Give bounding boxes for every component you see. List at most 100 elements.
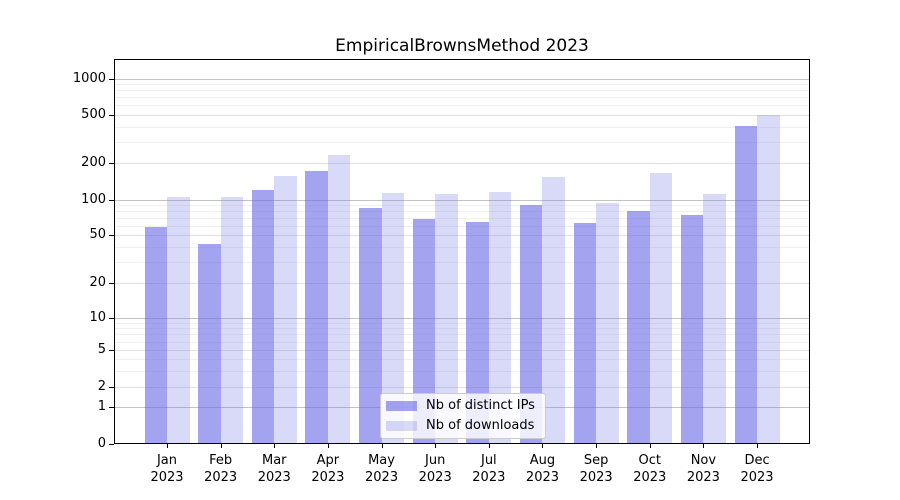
bar-downloads-sep: [596, 202, 619, 443]
bar-distinct-ips-apr: [305, 170, 328, 443]
y-tick-mark: [109, 443, 114, 445]
bar-downloads-jan: [167, 196, 190, 443]
bar-distinct-ips-sep: [573, 222, 597, 443]
y-tick-label: 2: [97, 379, 106, 394]
minor-gridline: [115, 218, 809, 219]
bar-downloads-mar: [274, 176, 297, 443]
y-tick-label: 5: [97, 342, 106, 357]
x-tick-label-line: 2023: [311, 470, 345, 485]
y-tick-mark: [109, 387, 114, 388]
legend-swatch-distinct-ips: [386, 400, 417, 411]
minor-gridline: [115, 322, 809, 324]
minor-gridline: [115, 84, 809, 86]
bar-distinct-ips-mar: [251, 189, 275, 443]
bar-distinct-ips-dec: [734, 126, 758, 443]
x-tick-label-line: 2023: [579, 470, 613, 485]
x-tick-label-line: Mar: [262, 453, 287, 468]
x-tick-label-line: Nov: [690, 453, 717, 468]
x-tick-label-line: Oct: [638, 453, 661, 468]
plot-area: [114, 59, 810, 444]
major-gridline: [115, 387, 809, 388]
bar-distinct-ips-aug: [519, 204, 543, 443]
bar-distinct-ips-feb: [198, 243, 221, 443]
minor-gridline: [115, 105, 809, 107]
x-tick-label: Jul 2023: [449, 452, 529, 486]
major-gridline: [115, 115, 809, 116]
x-tick-mark: [435, 444, 437, 448]
bar-distinct-ips-jun: [412, 218, 436, 443]
bar-downloads-feb: [220, 197, 244, 443]
x-tick-label-line: 2023: [365, 470, 399, 485]
x-tick-label-line: Jul: [480, 453, 497, 468]
x-tick-mark: [220, 444, 222, 448]
x-tick-mark: [381, 444, 383, 448]
legend-label-distinct-ips: Nb of distinct IPs: [426, 398, 535, 413]
y-tick-label: 200: [81, 155, 106, 170]
y-tick-label: 100: [81, 192, 106, 207]
y-tick-label: 20: [89, 275, 106, 290]
x-tick-label: May 2023: [342, 452, 422, 486]
x-tick-label-line: 2023: [740, 470, 774, 485]
minor-gridline: [115, 90, 809, 92]
minor-gridline: [115, 328, 809, 330]
minor-gridline: [115, 225, 809, 227]
x-tick-mark: [167, 444, 168, 448]
bar-downloads-oct: [649, 172, 673, 443]
x-tick-label-line: Jun: [425, 453, 446, 468]
legend-item-distinct-ips: Nb of distinct IPs: [386, 397, 535, 414]
minor-gridline: [115, 97, 809, 99]
y-tick-mark: [109, 115, 114, 116]
x-tick-label: Aug 2023: [502, 452, 582, 486]
minor-gridline: [115, 141, 809, 143]
x-tick-label: Apr 2023: [288, 452, 368, 486]
x-tick-label: Mar 2023: [234, 452, 314, 486]
minor-gridline: [115, 126, 809, 128]
x-tick-label: Feb 2023: [181, 452, 261, 486]
major-gridline: [115, 78, 809, 80]
minor-gridline: [115, 334, 809, 336]
y-tick-mark: [109, 235, 114, 236]
x-tick-mark: [488, 444, 490, 448]
x-tick-label-line: May: [368, 453, 395, 468]
chart-title: EmpiricalBrownsMethod 2023: [335, 36, 589, 56]
y-tick-mark: [109, 407, 114, 408]
x-tick-label: Jun 2023: [395, 452, 475, 486]
major-gridline: [115, 318, 809, 319]
minor-gridline: [115, 246, 809, 248]
x-tick-label-line: 2023: [686, 470, 720, 485]
y-tick-mark: [109, 350, 114, 351]
x-tick-mark: [703, 444, 705, 448]
x-tick-label-line: 2023: [257, 470, 291, 485]
x-tick-label-line: 2023: [472, 470, 506, 485]
legend-swatch-downloads: [386, 420, 417, 431]
major-gridline: [115, 235, 809, 236]
y-tick-label: 0: [97, 435, 106, 451]
x-tick-label: Nov 2023: [663, 452, 743, 486]
x-tick-label: Oct 2023: [610, 452, 690, 486]
x-tick-label: Jan 2023: [127, 452, 207, 486]
x-tick-mark: [542, 444, 544, 448]
x-tick-mark: [596, 444, 598, 448]
bar-distinct-ips-nov: [680, 214, 704, 443]
y-tick-mark: [109, 318, 114, 319]
minor-gridline: [115, 205, 809, 207]
minor-gridline: [115, 261, 809, 263]
y-tick-label: 1: [97, 399, 106, 414]
x-tick-label-line: 2023: [204, 470, 238, 485]
minor-gridline: [115, 341, 809, 343]
y-tick-label: 500: [81, 107, 106, 122]
legend: Nb of distinct IPs Nb of downloads: [380, 393, 546, 439]
major-gridline: [115, 200, 809, 201]
x-tick-mark: [757, 444, 759, 448]
x-tick-label: Dec 2023: [717, 452, 797, 486]
y-tick-mark: [109, 78, 114, 80]
major-gridline: [115, 283, 809, 284]
minor-gridline: [115, 211, 809, 213]
minor-gridline: [115, 359, 809, 360]
legend-item-downloads: Nb of downloads: [386, 417, 535, 434]
y-tick-mark: [109, 283, 114, 284]
major-gridline: [115, 350, 809, 351]
x-tick-label-line: Apr: [316, 453, 340, 468]
bar-distinct-ips-jan: [144, 227, 167, 443]
